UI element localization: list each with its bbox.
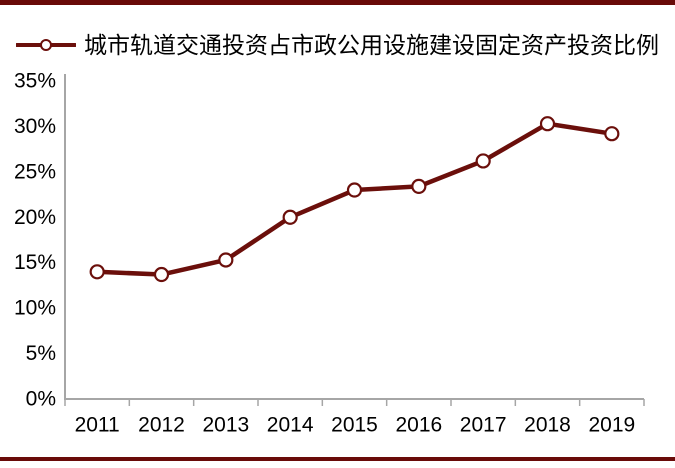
line-chart: 0% 5% 10% 15% 20% 25% 30% 35% 2011 2012 2013 2014 20… — [14, 70, 645, 437]
top-border-rule — [0, 0, 675, 5]
y-axis-tick-label: 35% — [14, 70, 56, 93]
x-axis-label: 2013 — [202, 414, 249, 437]
y-axis-tick-label: 10% — [14, 297, 56, 320]
x-axis-label: 2018 — [524, 414, 571, 437]
data-point-marker — [153, 266, 170, 283]
data-point-marker — [346, 182, 363, 198]
y-axis-tick-label: 30% — [14, 115, 56, 138]
bottom-border-rule — [0, 457, 675, 461]
x-axis-label: 2015 — [331, 414, 378, 437]
chart-legend: 城市轨道交通投资占市政公用设施建设固定资产投资比例 — [0, 32, 675, 58]
x-axis-label: 2016 — [395, 414, 442, 437]
legend-label: 城市轨道交通投资占市政公用设施建设固定资产投资比例 — [84, 32, 659, 58]
y-axis-tick-label: 15% — [14, 251, 56, 274]
data-point-marker — [218, 252, 234, 268]
x-axis-label: 2011 — [75, 414, 120, 437]
x-axis-label: 2014 — [267, 414, 314, 437]
legend-circle-marker-icon — [40, 39, 52, 51]
data-point-marker — [475, 153, 491, 169]
data-point-marker — [411, 178, 427, 194]
series-line — [94, 121, 615, 277]
y-axis-tick-label: 25% — [14, 160, 56, 183]
legend-line-marker-icon — [16, 39, 76, 51]
x-axis-label: 2017 — [460, 414, 507, 437]
y-axis-tick-label: 5% — [26, 342, 56, 365]
x-axis-label: 2019 — [588, 414, 635, 437]
data-point-marker — [539, 116, 556, 132]
y-axis-tick-label: 20% — [14, 206, 56, 229]
data-point-marker — [89, 264, 105, 280]
y-axis-tick-label: 0% — [26, 388, 56, 411]
x-axis-label: 2012 — [138, 414, 185, 437]
data-point-marker — [282, 209, 298, 225]
data-point-marker — [604, 126, 620, 142]
